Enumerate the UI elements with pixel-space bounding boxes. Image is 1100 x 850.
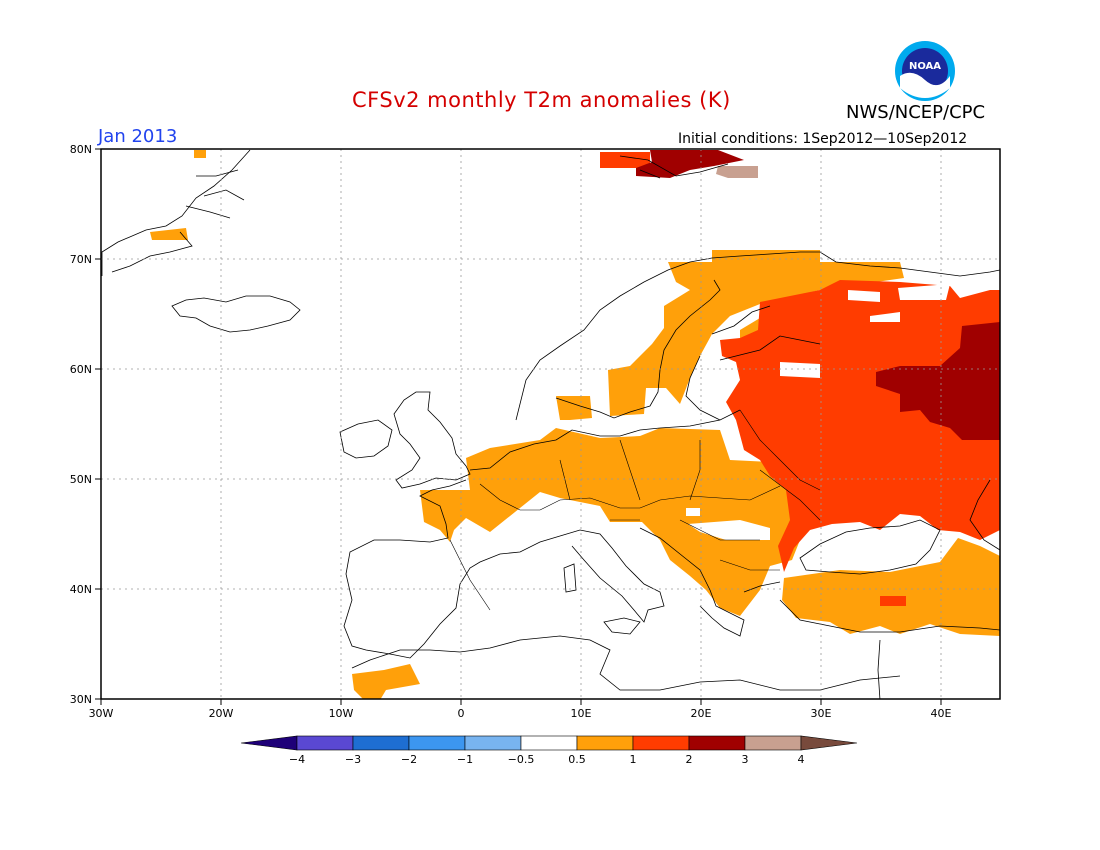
anomaly-region-3-4 — [716, 166, 758, 178]
lon-tick-label: 10W — [329, 707, 354, 720]
colorbar-label: −1 — [457, 753, 473, 766]
colorbar-swatch — [576, 735, 634, 751]
lon-tick-label: 30E — [811, 707, 832, 720]
colorbar-label: 1 — [630, 753, 637, 766]
colorbar-label: −3 — [345, 753, 361, 766]
agency-label: NWS/NCEP/CPC — [846, 102, 986, 123]
chart-title: CFSv2 monthly T2m anomalies (K) — [352, 88, 731, 112]
lon-tick-label: 20E — [691, 707, 712, 720]
lon-tick-label: 10E — [571, 707, 592, 720]
lon-tick-label: 30W — [89, 707, 114, 720]
lat-tick-label: 40N — [70, 583, 92, 596]
lat-tick-label: 60N — [70, 363, 92, 376]
colorbar-label: 0.5 — [568, 753, 586, 766]
initial-conditions: Initial conditions: 1Sep2012—10Sep2012 — [678, 131, 968, 147]
grid-lines — [101, 149, 1000, 699]
lon-tick-label: 20W — [209, 707, 234, 720]
colorbar-arrow-low — [240, 735, 298, 751]
colorbar-swatch — [520, 735, 578, 751]
colorbar: −4 −3 −2 −1 −0.5 0.5 1 2 3 4 — [240, 735, 858, 766]
colorbar-swatch — [744, 735, 802, 751]
colorbar-swatch — [352, 735, 410, 751]
anomaly-region-0.5-1 — [150, 150, 1000, 699]
anomaly-shading — [150, 150, 1000, 699]
colorbar-label: 2 — [686, 753, 693, 766]
logo-text: NOAA — [909, 61, 941, 72]
colorbar-label: −2 — [401, 753, 417, 766]
coastlines — [101, 149, 1000, 699]
colorbar-swatch — [464, 735, 522, 751]
colorbar-swatch — [296, 735, 354, 751]
lat-tick-label: 30N — [70, 693, 92, 706]
colorbar-label: 4 — [798, 753, 805, 766]
colorbar-label: 3 — [742, 753, 749, 766]
noaa-logo: NOAA — [895, 41, 955, 101]
lon-tick-label: 0 — [458, 707, 465, 720]
colorbar-swatch — [632, 735, 690, 751]
colorbar-arrow-high — [800, 735, 858, 751]
colorbar-swatch — [688, 735, 746, 751]
lat-tick-label: 70N — [70, 253, 92, 266]
colorbar-label: −0.5 — [508, 753, 535, 766]
forecast-period: Jan 2013 — [98, 126, 178, 147]
colorbar-label: −4 — [289, 753, 305, 766]
colorbar-swatch — [408, 735, 466, 751]
lat-tick-label: 50N — [70, 473, 92, 486]
lat-tick-label: 80N — [70, 143, 92, 156]
lon-tick-label: 40E — [931, 707, 952, 720]
anomaly-region-1-2 — [600, 152, 1000, 606]
anomaly-region-2-3 — [636, 150, 1000, 440]
plot-frame — [100, 148, 1001, 700]
